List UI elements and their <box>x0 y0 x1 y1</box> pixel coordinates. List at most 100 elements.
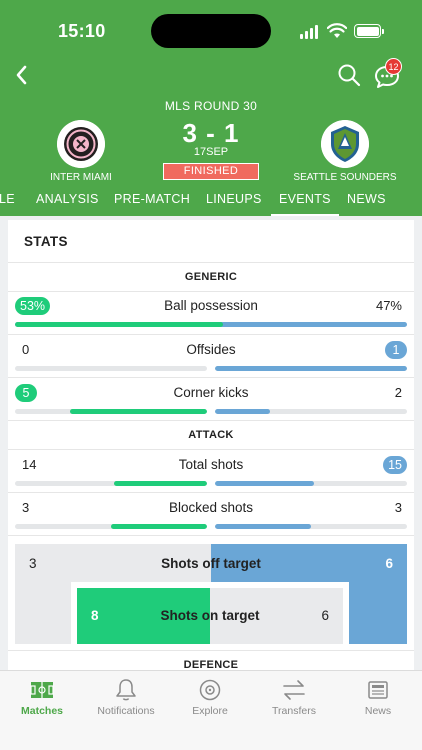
home-value-pill: 5 <box>15 384 37 402</box>
tabbar-label: News <box>364 705 392 717</box>
signal-icon <box>300 25 320 39</box>
possession-home-fill <box>15 322 223 327</box>
shots-on-target-home: 8 <box>91 608 99 623</box>
status-time: 15:10 <box>58 21 106 41</box>
match-header: 15:10 12 MLS ROUND 30 INTER MIAMI SEATTL… <box>0 0 422 216</box>
tabbar-news[interactable]: News <box>336 671 420 731</box>
away-value-pill: 15 <box>383 456 407 474</box>
stats-card: STATS GENERIC 53% Ball possession 47% 0 … <box>8 220 414 680</box>
competition-round: MLS ROUND 30 <box>164 99 258 113</box>
tabbar-matches[interactable]: Matches <box>0 671 84 731</box>
section-attack: ATTACK <box>188 429 234 441</box>
away-bar <box>215 481 407 486</box>
away-bar <box>215 366 407 371</box>
stats-title: STATS <box>24 234 68 249</box>
shots-on-target-panel: 8 Shots on target 6 <box>77 588 343 644</box>
divider <box>8 492 414 493</box>
match-status-badge: FINISHED <box>163 163 259 180</box>
home-bar-fill <box>69 409 207 414</box>
shots-off-target-label: Shots off target <box>161 556 261 571</box>
stat-row-blocked-shots[interactable]: 3 Blocked shots 3 <box>8 499 414 539</box>
stat-label: Offsides <box>186 342 236 357</box>
divider <box>8 377 414 378</box>
home-value: 14 <box>22 457 37 472</box>
stat-label: Total shots <box>178 457 244 472</box>
away-bar <box>215 524 407 529</box>
stat-label: Corner kicks <box>173 385 249 400</box>
wifi-icon <box>327 23 347 38</box>
away-bar-fill <box>215 481 315 486</box>
away-bar <box>215 409 407 414</box>
home-bar <box>15 366 207 371</box>
stat-label: Ball possession <box>164 298 258 313</box>
stat-row-offsides[interactable]: 0 Offsides 1 <box>8 341 414 381</box>
dynamic-island <box>151 14 271 48</box>
divider <box>8 535 414 536</box>
away-value: 3 <box>394 500 402 515</box>
tabbar-label: Explore <box>192 705 228 717</box>
newspaper-icon <box>368 681 388 699</box>
tabbar-label: Matches <box>20 705 63 717</box>
divider <box>8 291 414 292</box>
tab-events[interactable]: EVENTS <box>271 192 339 216</box>
home-team-name: INTER MIAMI <box>50 172 112 183</box>
away-bar-fill <box>215 524 311 529</box>
divider <box>8 449 414 450</box>
shots-target-graphic[interactable]: 3 Shots off target 6 8 Shots on target 6 <box>15 544 407 644</box>
section-generic: GENERIC <box>184 271 238 283</box>
shots-on-target-home-area <box>77 588 210 644</box>
home-bar <box>15 409 207 414</box>
chat-icon[interactable] <box>372 62 402 90</box>
away-bar-fill <box>215 409 270 414</box>
tab-analysis[interactable]: ANALYSIS <box>36 192 99 206</box>
inter-miami-logo[interactable] <box>57 120 105 168</box>
tab-lineups[interactable]: LINEUPS <box>206 192 262 206</box>
match-tabs: LE ANALYSIS PRE-MATCH LINEUPS EVENTS NEW… <box>0 190 422 216</box>
away-value: 2 <box>394 385 402 400</box>
notification-badge: 12 <box>385 58 402 75</box>
home-bar <box>15 481 207 486</box>
home-bar <box>15 524 207 529</box>
back-arrow-icon[interactable] <box>10 62 36 88</box>
divider <box>8 650 414 651</box>
stat-row-total-shots[interactable]: 14 Total shots 15 <box>8 456 414 496</box>
possession-bar <box>15 322 407 327</box>
tab-news[interactable]: NEWS <box>347 192 386 206</box>
battery-icon <box>354 24 384 38</box>
away-bar-fill <box>215 366 407 371</box>
tabbar-explore[interactable]: Explore <box>168 671 252 731</box>
home-bar-fill <box>114 481 207 486</box>
tabbar-transfers[interactable]: Transfers <box>252 671 336 731</box>
shots-off-target-away: 6 <box>385 556 393 571</box>
match-score: 3 - 1 <box>182 118 240 148</box>
home-bar-fill <box>111 524 207 529</box>
match-date: 17SEP <box>193 146 229 158</box>
tabbar-label: Transfers <box>272 705 316 717</box>
away-value: 47% <box>375 298 402 313</box>
home-value: 3 <box>22 500 30 515</box>
stat-row-possession[interactable]: 53% Ball possession 47% <box>8 297 414 337</box>
bell-icon <box>116 679 136 701</box>
section-defence: DEFENCE <box>183 659 239 671</box>
compass-icon <box>199 679 221 701</box>
stat-row-corners[interactable]: 5 Corner kicks 2 <box>8 384 414 424</box>
away-team-name: SEATTLE SOUNDERS <box>293 172 397 183</box>
shots-on-target-away: 6 <box>321 608 329 623</box>
tabbar-notifications[interactable]: Notifications <box>84 671 168 731</box>
tab-table[interactable]: LE <box>0 192 15 206</box>
home-value: 0 <box>22 342 30 357</box>
divider <box>8 262 414 263</box>
home-value-pill: 53% <box>15 297 51 315</box>
divider <box>8 420 414 421</box>
away-value-pill: 1 <box>385 341 407 359</box>
seattle-sounders-logo[interactable] <box>321 120 369 168</box>
tab-pre-match[interactable]: PRE-MATCH <box>114 192 191 206</box>
pitch-icon <box>30 682 54 698</box>
shots-on-target-box: 8 Shots on target 6 <box>71 582 349 644</box>
stat-label: Blocked shots <box>168 500 254 515</box>
transfer-arrows-icon <box>283 680 305 700</box>
search-icon[interactable] <box>336 62 362 88</box>
divider <box>8 334 414 335</box>
bottom-tab-bar: Matches Notifications Explore Transfers … <box>0 670 422 750</box>
shots-off-target-home: 3 <box>29 556 37 571</box>
